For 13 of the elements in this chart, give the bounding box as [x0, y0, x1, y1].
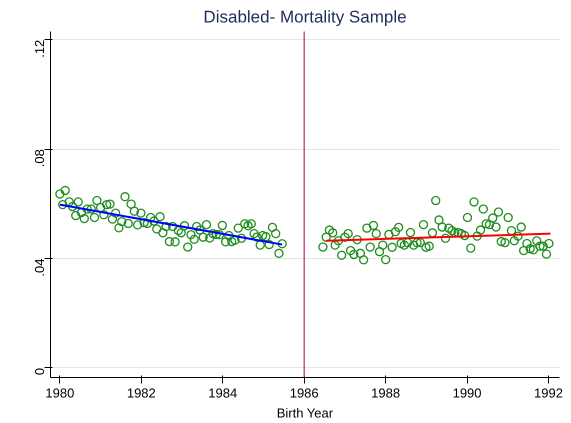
- x-tick-label: 1986: [290, 386, 319, 400]
- x-axis-title: Birth Year: [276, 406, 334, 420]
- x-tick-label: 1988: [371, 386, 400, 400]
- x-tick-label: 1982: [126, 386, 156, 400]
- y-tick-label: .08: [32, 149, 47, 168]
- y-tick-label: .12: [32, 40, 47, 58]
- x-tick-label: 1984: [208, 386, 238, 400]
- x-tick-label: 1990: [452, 386, 482, 400]
- chart-title: Disabled- Mortality Sample: [203, 8, 407, 26]
- y-tick-label: .04: [32, 258, 47, 277]
- x-tick-label: 1992: [534, 386, 563, 400]
- y-tick-label: 0: [32, 368, 47, 376]
- x-tick-label: 1980: [45, 386, 74, 400]
